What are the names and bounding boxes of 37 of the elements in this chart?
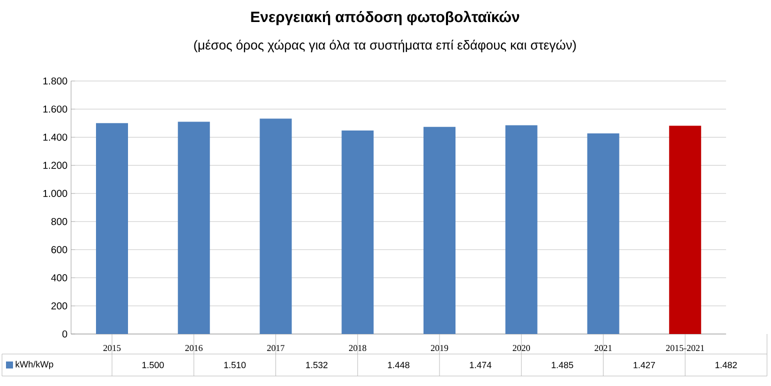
bar bbox=[505, 125, 538, 334]
y-tick-label: 1.800 bbox=[43, 77, 68, 85]
text: 1.482 bbox=[716, 362, 737, 368]
text: 1.448 bbox=[388, 362, 410, 368]
x-tick-label: 2020 bbox=[512, 344, 530, 352]
y-tick-label: 1.000 bbox=[43, 190, 68, 197]
y-tick-label: 0 bbox=[62, 330, 68, 338]
bar bbox=[342, 130, 374, 334]
y-tick-label: 400 bbox=[51, 274, 68, 282]
x-tick-label: 2021 bbox=[594, 344, 612, 352]
text: 1.427 bbox=[634, 362, 655, 368]
text: 1.510 bbox=[224, 362, 246, 368]
bar bbox=[178, 122, 210, 334]
bar bbox=[260, 118, 292, 334]
y-tick-label: 1.400 bbox=[43, 134, 68, 141]
legend-label: kWh/kWp bbox=[16, 360, 54, 370]
y-tick-label: 200 bbox=[51, 302, 68, 310]
y-tick-label: 600 bbox=[51, 246, 68, 254]
text: 1.500 bbox=[142, 362, 164, 368]
x-tick-label: 2015-2021 bbox=[666, 344, 704, 352]
x-tick-label: 2015 bbox=[103, 344, 121, 352]
text: 1.474 bbox=[470, 362, 492, 368]
y-tick-label: 1.600 bbox=[43, 106, 68, 113]
y-tick-label: 800 bbox=[51, 218, 68, 226]
bar bbox=[587, 133, 620, 334]
bar bbox=[96, 123, 128, 334]
text: 1.485 bbox=[552, 362, 574, 368]
bar bbox=[669, 126, 702, 334]
chart-title: Ενεργειακή απόδοση φωτοβολταϊκών bbox=[251, 10, 520, 26]
text: 1.532 bbox=[306, 362, 328, 368]
x-tick-label: 2019 bbox=[430, 344, 448, 352]
chart-subtitle: (μέσος όρος χώρας για όλα τα συστήματα επί εδάφους και στεγών) bbox=[194, 40, 576, 52]
x-tick-label: 2017 bbox=[267, 344, 284, 352]
x-tick-label: 2018 bbox=[349, 344, 366, 352]
x-tick-label: 2016 bbox=[185, 344, 203, 352]
bar bbox=[424, 126, 456, 334]
y-tick-label: 1.200 bbox=[43, 162, 68, 169]
